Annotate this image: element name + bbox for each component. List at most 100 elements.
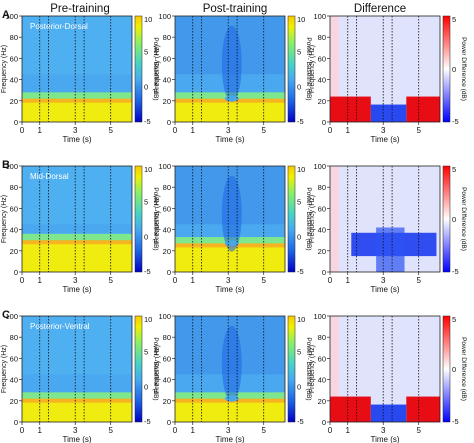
colorbar-label: Power - Baseline (dB) (152, 37, 159, 100)
y-tick-label: 80 (318, 183, 326, 192)
y-tick-label: 80 (163, 33, 171, 42)
colorbar-tick-label: -5 (144, 267, 151, 276)
colorbar-tick-label: 0 (297, 83, 301, 92)
colorbar-tick-label: -5 (297, 417, 304, 426)
y-axis-label: Frequency (Hz) (154, 195, 161, 243)
spectrogram-low-band (22, 100, 132, 122)
y-tick-label: 80 (318, 333, 326, 342)
spectrogram-low-band (175, 400, 285, 422)
panel-frame (21, 15, 133, 123)
colorbar-tick-label: 5 (144, 197, 148, 206)
colorbar-label: Power - Baseline (dB) (305, 37, 312, 100)
colorbar (134, 315, 143, 423)
column-title-diff: Difference (354, 3, 406, 15)
x-tick-label: 5 (108, 126, 113, 135)
x-tick-label: 3 (381, 276, 386, 285)
y-axis-label: Frequency (Hz) (1, 195, 8, 243)
difference-left-edge (330, 16, 339, 122)
panel-letter: B (2, 159, 10, 171)
spectrogram-transition-band (22, 392, 132, 401)
spectrogram-transition-band (22, 92, 132, 101)
difference-left-edge (330, 316, 339, 422)
colorbar (287, 15, 296, 123)
x-tick-label: 0 (173, 426, 178, 435)
column-title-post: Post-training (203, 3, 268, 15)
colorbar-tick-label: 5 (452, 165, 456, 174)
x-axis-label: Time (s) (370, 435, 399, 443)
y-tick-label: 60 (318, 54, 326, 63)
spectrogram-dip-notch (224, 395, 239, 402)
x-tick-label: 1 (38, 426, 43, 435)
y-tick-label: 40 (10, 226, 18, 235)
colorbar-tick-label: 0 (144, 383, 148, 392)
x-tick-label: 0 (173, 126, 178, 135)
colorbar-tick-label: 10 (144, 15, 152, 24)
x-tick-label: 1 (191, 126, 196, 135)
x-tick-label: 0 (20, 276, 25, 285)
y-tick-label: 40 (318, 376, 326, 385)
panel-frame (329, 15, 441, 123)
spectrogram-band-edge (22, 398, 132, 403)
y-axis-label: Frequency (Hz) (1, 45, 8, 93)
y-tick-label: 60 (10, 204, 18, 213)
y-tick-label: 40 (10, 76, 18, 85)
spectrogram-dip-notch (224, 95, 239, 102)
spectrogram-low-band (175, 100, 285, 122)
spectrogram-band-edge (22, 240, 132, 245)
colorbar-tick-label: 5 (452, 315, 456, 324)
y-axis-label: Frequency (Hz) (1, 345, 8, 393)
y-tick-label: 80 (10, 33, 18, 42)
panel-frame (329, 315, 441, 423)
colorbar (442, 165, 451, 273)
colorbar-label: Power - Baseline (dB) (152, 187, 159, 250)
y-tick-label: 20 (163, 97, 171, 106)
x-tick-label: 0 (20, 426, 25, 435)
y-tick-label: 20 (10, 97, 18, 106)
x-axis-label: Time (s) (215, 435, 244, 443)
spectrogram-dip (221, 325, 242, 402)
x-tick-label: 0 (173, 276, 178, 285)
y-tick-label: 0 (14, 418, 18, 427)
colorbar (287, 165, 296, 273)
colorbar-tick-label: -5 (144, 117, 151, 126)
panel-letter: A (2, 9, 10, 21)
colorbar-tick-label: 10 (144, 165, 152, 174)
y-tick-label: 100 (5, 162, 18, 171)
x-tick-label: 5 (261, 276, 266, 285)
x-tick-label: 1 (346, 276, 351, 285)
x-axis-label: Time (s) (370, 285, 399, 294)
x-tick-label: 5 (416, 276, 421, 285)
x-tick-label: 3 (73, 126, 78, 135)
colorbar-tick-label: 10 (297, 15, 305, 24)
y-axis-label: Frequency (Hz) (309, 195, 316, 243)
y-tick-label: 20 (163, 397, 171, 406)
x-tick-label: 5 (416, 126, 421, 135)
y-tick-label: 60 (163, 204, 171, 213)
spectrogram-dip (221, 25, 242, 102)
x-tick-label: 5 (108, 426, 113, 435)
x-tick-label: 0 (20, 126, 25, 135)
difference-low-band-gap (370, 404, 407, 422)
colorbar-tick-label: -5 (144, 417, 151, 426)
y-tick-label: 100 (158, 312, 171, 321)
y-tick-label: 0 (14, 268, 18, 277)
x-axis-label: Time (s) (370, 135, 399, 144)
colorbar (134, 15, 143, 123)
column-title-pre: Pre-training (50, 3, 109, 15)
y-tick-label: 100 (313, 12, 326, 21)
x-axis-label: Time (s) (62, 135, 91, 144)
y-tick-label: 80 (318, 33, 326, 42)
spectrogram-band-edge (22, 98, 132, 103)
colorbar-tick-label: 0 (452, 215, 456, 224)
y-tick-label: 20 (10, 247, 18, 256)
colorbar-label: Power Difference (dB) (460, 37, 467, 101)
panel-frame (21, 315, 133, 423)
y-tick-label: 100 (158, 162, 171, 171)
difference-low-band-core (376, 227, 405, 272)
colorbar-label: Power - Baseline (dB) (152, 337, 159, 400)
x-tick-label: 1 (346, 126, 351, 135)
colorbar-tick-label: 5 (297, 347, 301, 356)
